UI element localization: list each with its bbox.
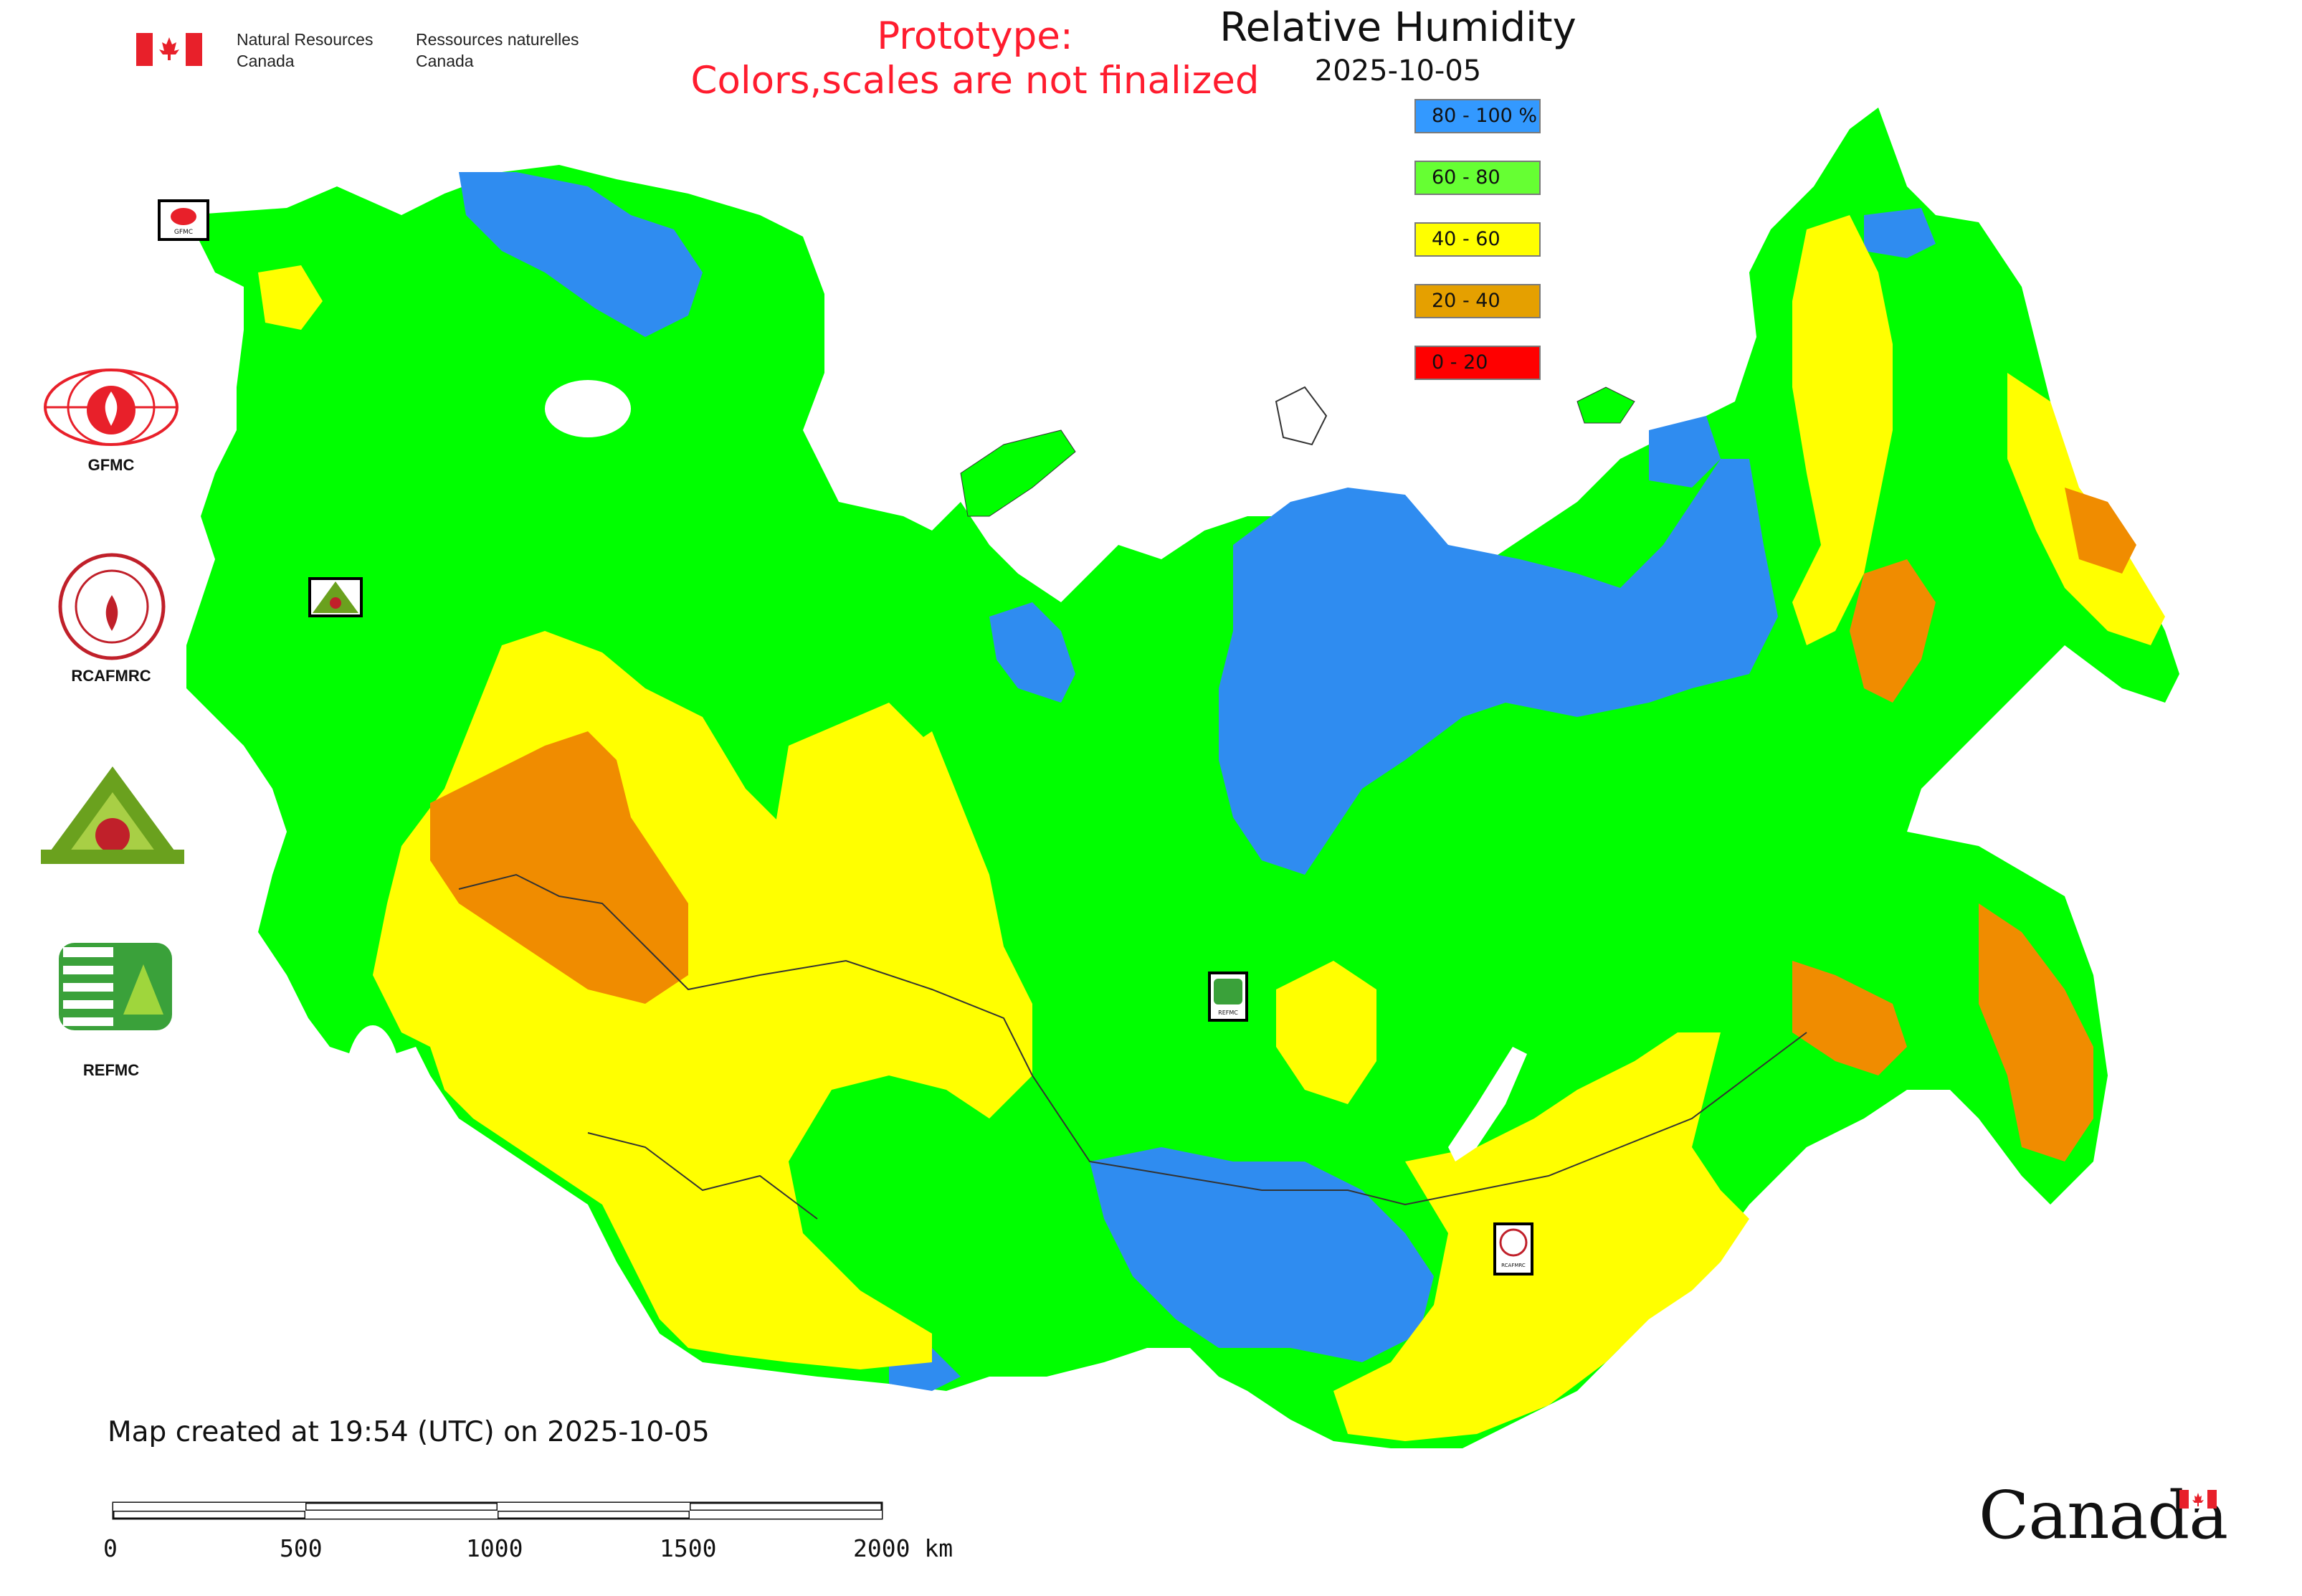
agency-name-en-line1: Natural Resources	[237, 30, 374, 49]
wordmark-flag-icon	[2179, 1490, 2217, 1509]
scale-tick-1000: 1000	[466, 1534, 523, 1562]
border-line	[587, 1132, 818, 1220]
caspian-sea	[344, 1025, 401, 1154]
refmc-logo-icon	[59, 943, 172, 1030]
humid-zone-scandinavia	[459, 172, 703, 337]
dry-zone-west	[258, 265, 323, 330]
canada-wordmark: Canada	[1979, 1477, 2228, 1554]
scale-tick-0: 0	[103, 1534, 118, 1562]
white-sea	[545, 380, 631, 437]
legend-item-0-20: 0 - 20	[1414, 346, 1541, 380]
scale-tick-2000: 2000 km	[853, 1534, 953, 1562]
agency-name-fr-line2: Canada	[416, 52, 474, 70]
border-line	[458, 873, 1807, 1206]
legend-item-80-100: 80 - 100 %	[1414, 99, 1541, 133]
very-dry-zone-amur	[1792, 961, 1907, 1075]
novaya-zemlya	[960, 429, 1076, 517]
legend-item-60-80: 60 - 80	[1414, 161, 1541, 195]
gfmc-label: GFMC	[87, 456, 135, 474]
dry-zone-mongolia	[1333, 1032, 1749, 1441]
humid-zone-altai	[1090, 1147, 1434, 1362]
gfmc-logo-icon	[44, 369, 179, 446]
very-dry-zone-volga	[430, 731, 688, 1004]
humid-zone-chukotka	[1864, 208, 1936, 258]
badge-label: GFMC	[174, 229, 193, 236]
reefmc-logo-icon	[41, 766, 184, 864]
scale-tick-1500: 1500	[660, 1534, 717, 1562]
humid-zone-sea-okhotsk-coast	[1649, 416, 1721, 488]
map-badge-rcafmrc: RCAFMRC	[1493, 1222, 1533, 1276]
map-badge-gfmc: GFMC	[158, 199, 209, 241]
scale-tick-500: 500	[280, 1534, 323, 1562]
humid-zone-yamal	[989, 602, 1075, 703]
rcafmrc-label: RCAFMRC	[71, 667, 151, 685]
prototype-notice: Prototype: Colors,scales are not finaliz…	[617, 14, 1333, 103]
scale-bar: 0 500 1000 1500 2000 km	[103, 1498, 968, 1570]
legend-item-20-40: 20 - 40	[1414, 284, 1541, 318]
agency-name-en-line2: Canada	[237, 52, 295, 70]
lake-baikal	[1448, 1047, 1527, 1162]
refmc-label: REFMC	[82, 1061, 140, 1079]
gfmc-badge-icon: GFMC	[171, 208, 196, 236]
new-siberian-islands	[1576, 386, 1635, 424]
canada-flag-icon	[136, 33, 202, 66]
reefmc-badge-icon	[313, 581, 358, 613]
rcafmrc-badge-icon: RCAFMRC	[1499, 1228, 1528, 1268]
scale-bar-graphic	[112, 1501, 883, 1520]
very-dry-zone-kamchatka	[2065, 488, 2136, 574]
prototype-notice-line1: Prototype:	[877, 14, 1073, 58]
humid-zone-siberia-north	[1219, 459, 1778, 875]
dry-zone-central-siberia	[774, 703, 975, 989]
map-badge-refmc: REFMC	[1208, 972, 1248, 1022]
rcafmrc-logo-icon	[58, 553, 166, 660]
canada-wordmark-text: Canada	[1979, 1477, 2228, 1554]
prototype-notice-line2: Colors,scales are not finalized	[690, 59, 1260, 103]
dry-zone-northeast	[1792, 215, 1893, 645]
severnaya-zemlya	[1275, 386, 1328, 446]
agency-name-fr-line1: Ressources naturelles	[416, 30, 579, 49]
legend-title: Relative Humidity	[1219, 4, 1576, 51]
very-dry-zone-okhotsk	[1850, 559, 1936, 703]
legend-item-40-60: 40 - 60	[1414, 222, 1541, 257]
legend-date: 2025-10-05	[1314, 54, 1482, 87]
badge-label: REFMC	[1218, 1010, 1238, 1016]
map-badge-reefmc	[308, 577, 363, 617]
refmc-badge-icon: REFMC	[1214, 979, 1242, 1016]
nrcan-signature: Natural Resources Canada Ressources natu…	[136, 29, 602, 79]
dry-zone-baikal	[1276, 961, 1376, 1104]
very-dry-zone-sakhalin	[1979, 903, 2093, 1162]
badge-label: RCAFMRC	[1501, 1263, 1526, 1268]
map-created-timestamp: Map created at 19:54 (UTC) on 2025-10-05	[108, 1416, 710, 1448]
